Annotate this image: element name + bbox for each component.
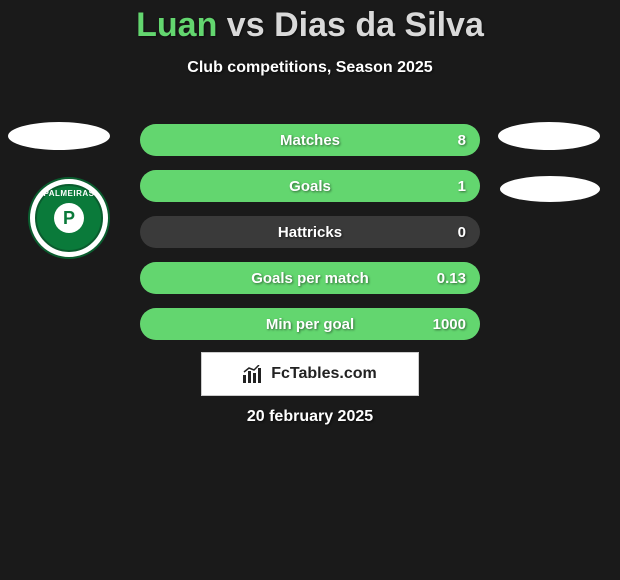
chart-icon bbox=[243, 365, 265, 383]
stat-value-right: 0 bbox=[458, 224, 466, 241]
stat-label: Min per goal bbox=[140, 316, 480, 333]
avatar-placeholder-right-1 bbox=[498, 122, 600, 150]
avatar-placeholder-right-2 bbox=[500, 176, 600, 202]
stat-row: Min per goal1000 bbox=[0, 302, 620, 348]
page-title: Luan vs Dias da Silva bbox=[0, 0, 620, 45]
stat-label: Goals bbox=[140, 178, 480, 195]
title-player1: Luan bbox=[136, 6, 217, 44]
brand-box[interactable]: FcTables.com bbox=[201, 352, 419, 396]
stat-bar: Goals per match0.13 bbox=[140, 262, 480, 294]
stat-bar: Goals1 bbox=[140, 170, 480, 202]
title-vs: vs bbox=[227, 6, 265, 44]
stat-bar: Matches8 bbox=[140, 124, 480, 156]
title-player2: Dias da Silva bbox=[274, 6, 484, 44]
club-badge: PALMEIRAS P bbox=[28, 177, 110, 259]
stat-value-right: 1000 bbox=[433, 316, 466, 333]
stat-row: Goals per match0.13 bbox=[0, 256, 620, 302]
date-line: 20 february 2025 bbox=[0, 408, 620, 426]
stat-bar: Min per goal1000 bbox=[140, 308, 480, 340]
avatar-placeholder-left bbox=[8, 122, 110, 150]
club-badge-name: PALMEIRAS bbox=[43, 189, 94, 198]
stat-bar: Hattricks0 bbox=[140, 216, 480, 248]
brand-text: FcTables.com bbox=[271, 365, 377, 383]
stat-value-right: 8 bbox=[458, 132, 466, 149]
stat-label: Goals per match bbox=[140, 270, 480, 287]
club-badge-letter: P bbox=[54, 203, 84, 233]
subtitle: Club competitions, Season 2025 bbox=[0, 59, 620, 77]
stat-value-right: 1 bbox=[458, 178, 466, 195]
stat-label: Matches bbox=[140, 132, 480, 149]
stat-label: Hattricks bbox=[140, 224, 480, 241]
stat-value-right: 0.13 bbox=[437, 270, 466, 287]
club-badge-inner: PALMEIRAS P bbox=[35, 184, 103, 252]
